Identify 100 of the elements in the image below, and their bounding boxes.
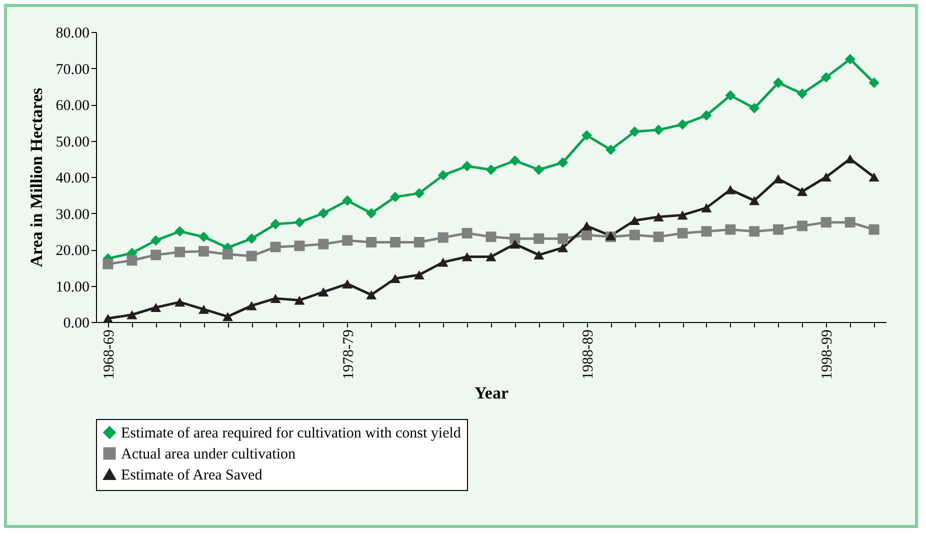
point — [653, 212, 664, 222]
y-tick-label: 10.00 — [56, 279, 90, 296]
point — [126, 310, 138, 320]
point — [510, 240, 520, 249]
point — [438, 232, 448, 243]
point — [270, 294, 281, 303]
point — [773, 224, 784, 235]
x-axis-title: Year — [474, 383, 509, 402]
point — [270, 242, 281, 252]
point — [150, 302, 162, 312]
point — [342, 279, 353, 288]
y-axis-title: Area in Million Hectares — [26, 87, 46, 268]
point — [126, 255, 138, 266]
point — [102, 258, 114, 270]
y-tick-label: 0.00 — [63, 316, 90, 332]
point — [414, 237, 424, 248]
point — [534, 250, 544, 260]
point — [486, 252, 496, 262]
x-tick-label: 1968-69 — [101, 330, 118, 380]
point — [844, 54, 856, 64]
point — [462, 160, 472, 172]
point — [677, 210, 688, 220]
point — [749, 226, 760, 237]
point — [749, 102, 760, 114]
point — [198, 304, 209, 314]
point — [198, 232, 209, 242]
legend-label: Estimate of Area Saved — [121, 468, 263, 484]
point — [294, 217, 305, 228]
point — [222, 312, 233, 322]
point — [318, 287, 329, 296]
point — [796, 220, 808, 232]
point — [605, 144, 616, 156]
point — [796, 186, 808, 196]
point — [342, 195, 353, 206]
point — [414, 270, 424, 280]
point — [582, 221, 592, 230]
point — [294, 296, 305, 305]
point — [462, 228, 472, 238]
point — [366, 208, 377, 218]
point — [318, 208, 329, 218]
point — [174, 298, 186, 307]
point — [868, 78, 880, 88]
point — [820, 217, 832, 228]
point — [510, 155, 520, 166]
point — [653, 232, 664, 242]
point — [582, 230, 592, 240]
point — [366, 290, 377, 300]
point — [629, 230, 640, 240]
point — [198, 246, 209, 257]
point — [486, 164, 496, 175]
point — [294, 240, 305, 252]
point — [390, 192, 400, 202]
y-tick-label: 60.00 — [56, 98, 90, 114]
point — [270, 218, 281, 230]
point — [868, 224, 880, 235]
point — [246, 301, 257, 310]
point — [222, 248, 233, 260]
point — [773, 174, 784, 184]
point — [438, 258, 448, 267]
point — [150, 235, 162, 246]
point — [246, 233, 257, 244]
point — [820, 172, 832, 182]
point — [558, 233, 568, 244]
y-tick-label: 30.00 — [56, 206, 90, 223]
point — [438, 170, 448, 180]
point — [773, 78, 784, 88]
y-tick-label: 40.00 — [56, 170, 90, 186]
point — [653, 124, 664, 136]
point — [629, 216, 640, 226]
point — [150, 250, 162, 260]
point — [844, 154, 856, 164]
point — [725, 90, 736, 101]
y-tick-label: 80.00 — [56, 26, 90, 42]
point — [820, 72, 832, 83]
point — [342, 235, 353, 246]
point — [725, 185, 736, 194]
point — [390, 274, 400, 284]
point — [102, 314, 114, 323]
point — [462, 252, 472, 262]
legend-label: Estimate of area required for cultivation with const yield — [121, 426, 462, 442]
point — [796, 88, 808, 99]
point — [486, 232, 496, 242]
point — [868, 172, 880, 182]
point — [534, 233, 544, 244]
point — [390, 237, 400, 248]
point — [701, 203, 712, 212]
y-tick-label: 50.00 — [56, 134, 90, 150]
point — [318, 238, 329, 250]
x-tick-label: 1998-99 — [820, 330, 836, 380]
point — [677, 119, 688, 130]
point — [677, 228, 688, 238]
point — [414, 188, 424, 199]
point — [582, 130, 592, 141]
legend-label: Actual area under cultivation — [121, 446, 296, 462]
point — [725, 224, 736, 235]
x-tick-label: 1978-79 — [340, 330, 357, 380]
point — [246, 250, 257, 262]
point — [701, 226, 712, 237]
y-tick-label: 70.00 — [56, 62, 90, 78]
point — [844, 217, 856, 228]
